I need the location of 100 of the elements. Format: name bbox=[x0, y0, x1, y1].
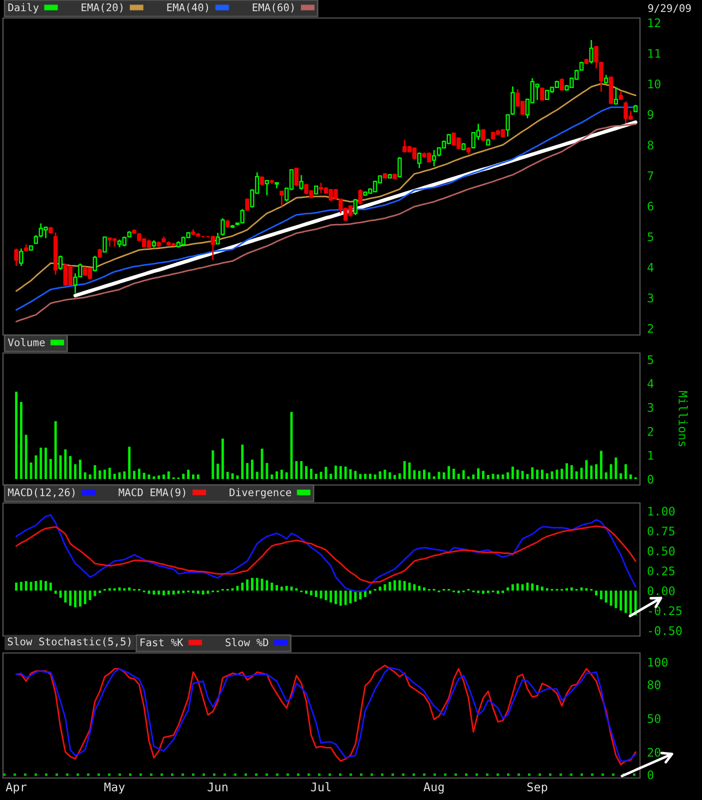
bar bbox=[482, 470, 484, 480]
bar bbox=[285, 472, 288, 480]
x-tick-label: Aug bbox=[424, 782, 444, 794]
bar bbox=[69, 456, 72, 480]
chart-title: Slow Stochastic(5,5) bbox=[8, 637, 130, 647]
bar bbox=[556, 470, 558, 480]
bar bbox=[521, 584, 524, 591]
candlestick bbox=[210, 235, 215, 261]
y-axis-title: Millions bbox=[678, 391, 688, 446]
text: 9/29/09 bbox=[648, 4, 691, 13]
bar bbox=[94, 590, 96, 596]
bar bbox=[339, 590, 342, 606]
bar bbox=[256, 472, 258, 480]
bar bbox=[496, 590, 500, 594]
candlestick bbox=[299, 174, 304, 190]
bar bbox=[604, 590, 608, 603]
y-tick-label: 7 bbox=[648, 171, 654, 180]
bar bbox=[162, 590, 165, 596]
bar bbox=[231, 473, 234, 480]
bar bbox=[24, 581, 28, 591]
bar bbox=[330, 590, 332, 603]
bar bbox=[295, 461, 298, 480]
bar bbox=[467, 476, 470, 480]
bar bbox=[368, 474, 372, 480]
candlestick bbox=[589, 39, 594, 64]
bar bbox=[226, 472, 229, 480]
bar bbox=[560, 468, 564, 480]
bar bbox=[546, 473, 548, 480]
candlestick bbox=[92, 255, 98, 272]
bar bbox=[285, 586, 288, 591]
y-tick-label: 10 bbox=[648, 79, 660, 88]
y-tick-label: 50 bbox=[648, 714, 660, 723]
bar bbox=[34, 455, 38, 480]
y-tick-label: 6 bbox=[648, 202, 654, 211]
candlestick bbox=[358, 188, 362, 206]
bar bbox=[142, 472, 146, 480]
bar bbox=[398, 580, 401, 591]
x-tick-label: Sep bbox=[527, 782, 548, 794]
candlestick bbox=[560, 78, 564, 92]
y-tick-label: 0 bbox=[648, 474, 654, 484]
bar bbox=[44, 581, 47, 591]
bar bbox=[266, 580, 268, 591]
bar bbox=[162, 474, 165, 480]
y-tick-label: 0.25 bbox=[648, 566, 674, 576]
line-series bbox=[16, 514, 636, 592]
y-tick-label: 1.00 bbox=[648, 506, 675, 516]
bar bbox=[506, 587, 510, 591]
bar bbox=[40, 448, 42, 480]
bar bbox=[614, 458, 618, 480]
bar bbox=[486, 474, 490, 480]
bar bbox=[526, 582, 529, 591]
bar bbox=[221, 438, 224, 480]
bar bbox=[374, 474, 376, 480]
bar bbox=[448, 466, 450, 480]
bar bbox=[260, 578, 264, 591]
bar bbox=[172, 590, 175, 595]
bar bbox=[585, 460, 588, 480]
bar bbox=[64, 590, 67, 603]
y-tick-label: 100 bbox=[648, 658, 668, 667]
bar bbox=[531, 583, 534, 591]
bar bbox=[629, 474, 632, 480]
bar bbox=[620, 473, 622, 480]
bar bbox=[604, 472, 608, 480]
bar bbox=[241, 582, 244, 591]
bar bbox=[250, 460, 254, 480]
bar bbox=[310, 468, 312, 480]
bar bbox=[359, 474, 362, 480]
bar bbox=[531, 467, 534, 480]
bar bbox=[148, 590, 150, 594]
bar bbox=[600, 590, 602, 600]
bar bbox=[506, 472, 510, 480]
bar bbox=[34, 581, 38, 591]
bar bbox=[418, 586, 421, 591]
bar bbox=[123, 588, 126, 591]
bar bbox=[310, 590, 312, 596]
bar bbox=[74, 464, 76, 480]
bar bbox=[250, 578, 254, 591]
bar bbox=[108, 588, 111, 591]
bar bbox=[187, 470, 190, 480]
y-tick-label: 11 bbox=[648, 49, 660, 58]
bar bbox=[540, 470, 544, 480]
y-tick-label: -0.50 bbox=[648, 626, 682, 636]
bar bbox=[84, 472, 86, 480]
bar bbox=[394, 474, 396, 480]
bar bbox=[496, 474, 500, 480]
y-tick-label: 5 bbox=[648, 232, 654, 242]
bar bbox=[364, 474, 366, 480]
candlestick bbox=[614, 86, 618, 106]
candlestick bbox=[58, 254, 63, 271]
bar bbox=[624, 590, 627, 613]
bar bbox=[44, 448, 47, 480]
y-tick-label: 80 bbox=[648, 680, 660, 690]
bar bbox=[158, 590, 160, 595]
bar bbox=[123, 471, 126, 480]
legend-label: Divergence bbox=[230, 488, 292, 498]
y-tick-label: 12 bbox=[648, 18, 660, 28]
bar bbox=[305, 590, 308, 594]
y-tick-label: 9 bbox=[648, 110, 654, 119]
bar bbox=[457, 474, 460, 480]
bar bbox=[334, 466, 337, 480]
